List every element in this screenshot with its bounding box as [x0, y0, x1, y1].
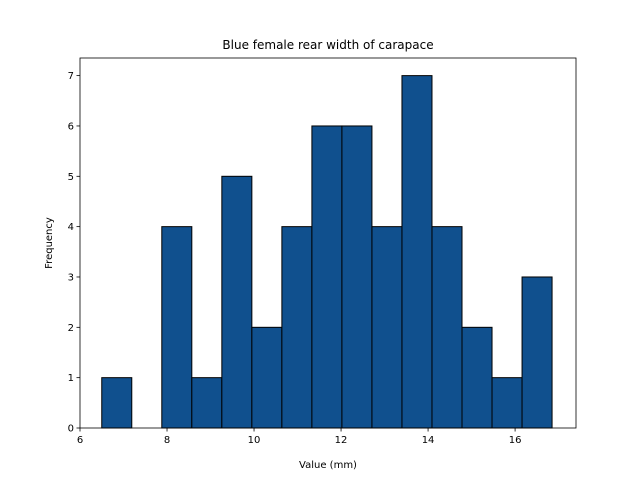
- y-tick-label: 3: [68, 272, 74, 283]
- histogram-bar: [101, 377, 133, 429]
- x-tick-label: 10: [248, 435, 261, 446]
- histogram-bar: [221, 175, 253, 429]
- y-tick-label: 4: [68, 222, 74, 233]
- histogram-bar: [521, 276, 553, 429]
- y-axis-label: Frequency: [44, 217, 55, 269]
- histogram-bar: [341, 125, 373, 429]
- y-tick-label: 5: [68, 172, 74, 183]
- bars-group: [101, 75, 553, 429]
- x-tick-label: 6: [77, 435, 83, 446]
- histogram-bar: [251, 326, 283, 429]
- y-tick-label: 1: [68, 373, 74, 384]
- y-tick-label: 2: [68, 323, 74, 334]
- chart-title: Blue female rear width of carapace: [222, 38, 433, 52]
- y-tick-label: 7: [68, 71, 74, 82]
- histogram-bar: [371, 226, 403, 429]
- histogram-bar: [431, 226, 463, 429]
- x-axis-ticks: 6 8 10 12 14 16: [77, 428, 522, 446]
- histogram-bar: [281, 226, 313, 429]
- histogram-bar: [401, 75, 433, 429]
- histogram-bar: [461, 326, 493, 429]
- x-axis-label: Value (mm): [299, 460, 357, 471]
- histogram-bar: [191, 377, 223, 429]
- x-tick-label: 12: [335, 435, 348, 446]
- y-tick-label: 6: [68, 121, 74, 132]
- plot-frame: [79, 57, 577, 429]
- y-axis-ticks: 0 1 2 3 4 5 6 7: [68, 71, 80, 435]
- histogram-bar: [161, 226, 193, 429]
- histogram-bar: [311, 125, 343, 429]
- y-tick-label: 0: [68, 424, 74, 435]
- x-tick-label: 8: [164, 435, 170, 446]
- histogram-bar: [491, 377, 523, 429]
- x-tick-label: 16: [509, 435, 522, 446]
- x-tick-label: 14: [422, 435, 435, 446]
